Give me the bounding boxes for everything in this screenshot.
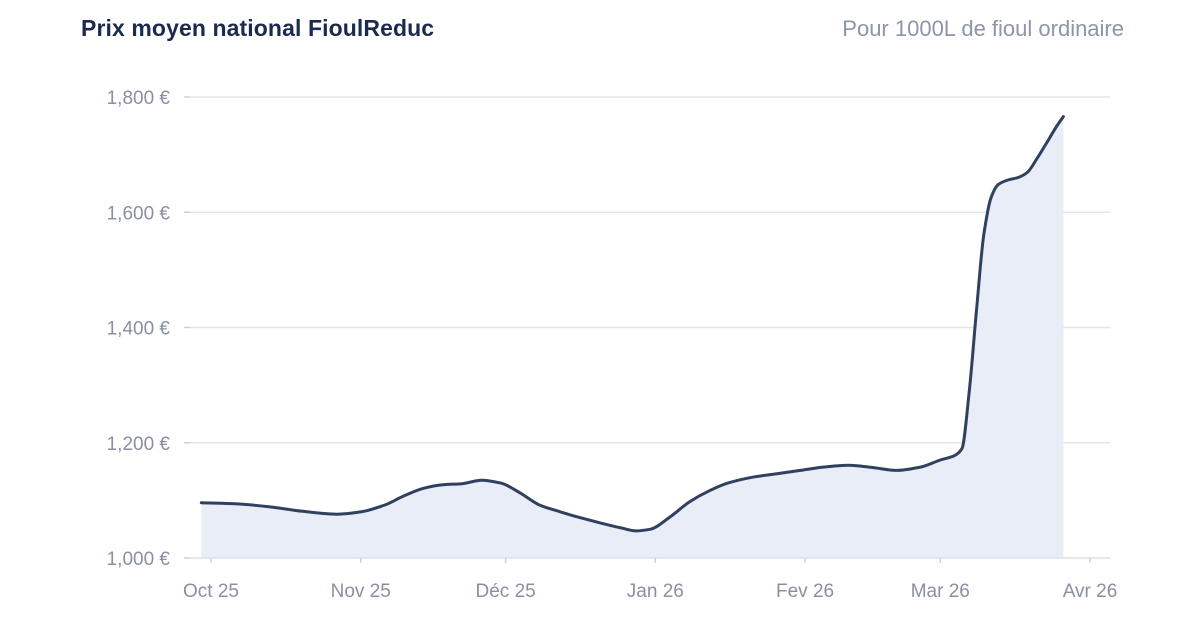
x-axis-label: Avr 26 [1063, 581, 1118, 602]
x-axis-label: Nov 25 [331, 581, 391, 602]
x-axis-label: Jan 26 [627, 581, 684, 602]
gridlines [184, 96, 1110, 559]
chart-title: Prix moyen national FioulReduc [81, 15, 435, 41]
y-axis-label: 1,600 € [107, 203, 171, 224]
axis-labels: 1,000 € 1,200 € 1,400 € 1,600 € 1,800 € Oct 2… [107, 88, 1118, 602]
chart-subtitle: Pour 1000L de fioul ordinaire [842, 16, 1124, 41]
y-axis-label: 1,000 € [107, 549, 171, 570]
price-line [199, 115, 1065, 533]
x-axis-label: Oct 25 [183, 581, 239, 602]
x-axis-label: Fev 26 [776, 581, 834, 602]
y-axis-label: 1,200 € [107, 434, 171, 455]
price-area-fill [201, 116, 1064, 558]
x-axis-label: Déc 25 [476, 581, 536, 602]
y-axis-label: 1,400 € [107, 319, 171, 340]
y-axis-label: 1,800 € [107, 88, 171, 109]
x-axis-label: Mar 26 [911, 581, 970, 602]
